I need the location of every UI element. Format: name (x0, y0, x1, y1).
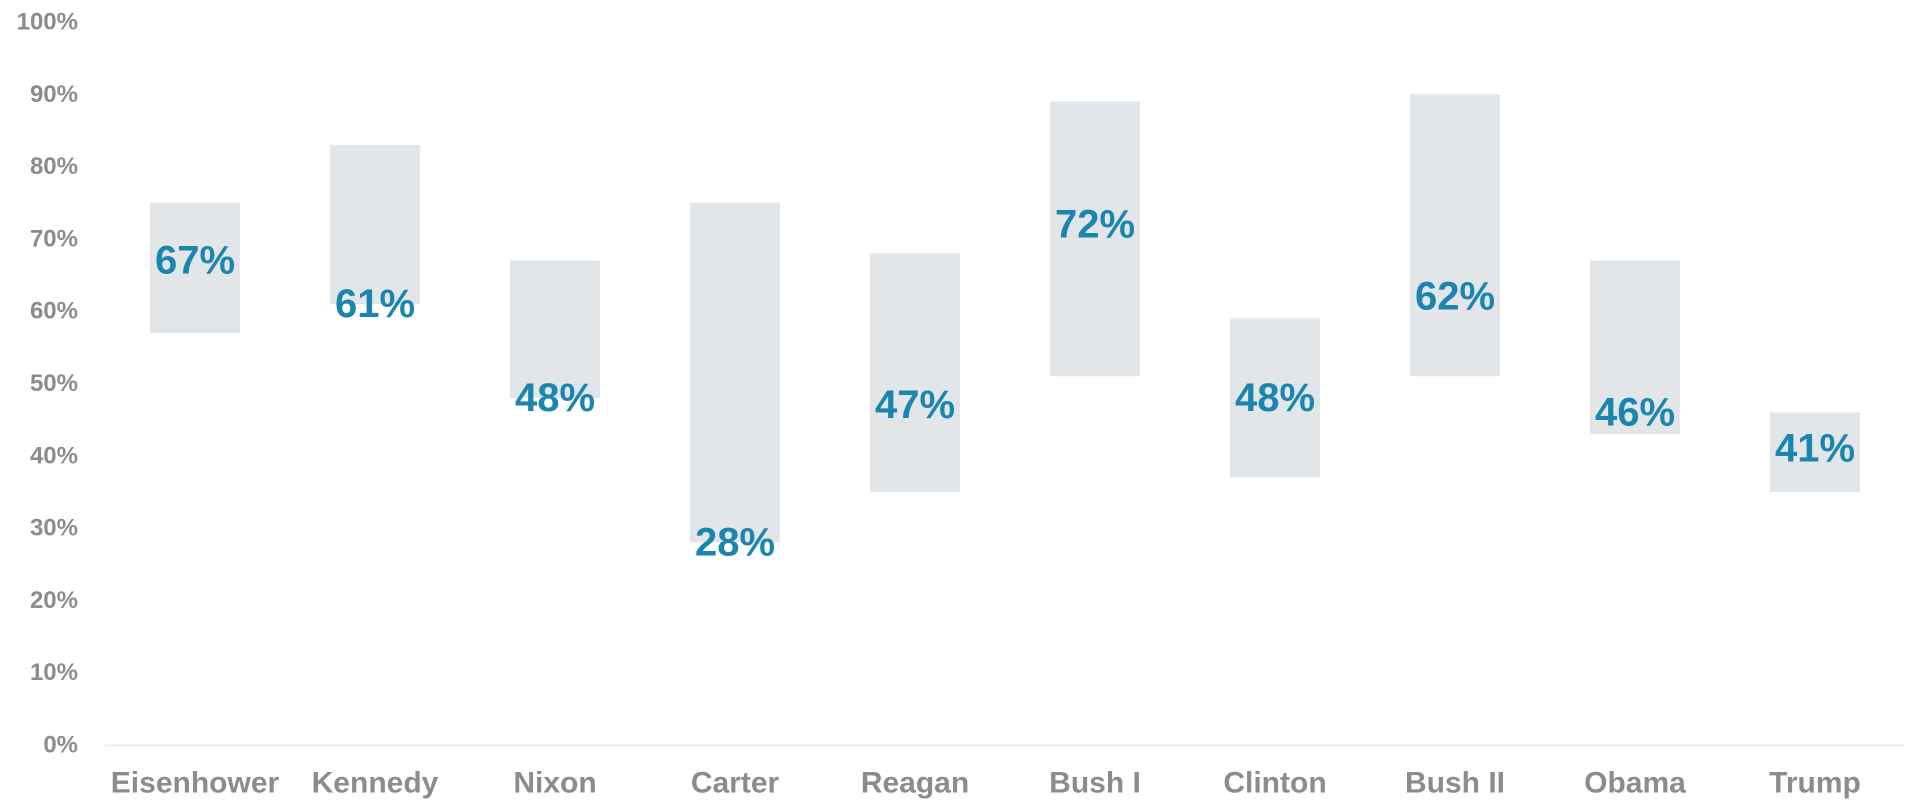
value-label: 61% (335, 282, 415, 326)
range-bar (150, 202, 240, 333)
x-category-label: Clinton (1223, 767, 1326, 800)
value-label: 62% (1415, 275, 1495, 319)
x-category-label: Obama (1584, 767, 1686, 800)
y-axis: 0% 10% 20% 30% 40% 50% 60% 70% 80% 90% 100% (17, 9, 78, 759)
value-label: 46% (1595, 390, 1675, 434)
range-bar (1050, 101, 1140, 377)
range-bar (1410, 94, 1500, 377)
x-category-label: Bush I (1049, 767, 1141, 800)
range-bar (1770, 412, 1860, 492)
x-category-label: Nixon (513, 767, 596, 800)
range-bar (690, 202, 780, 543)
y-tick-label: 30% (30, 515, 78, 542)
value-label: 48% (1235, 376, 1315, 420)
y-tick-label: 90% (30, 81, 78, 108)
y-tick-label: 100% (17, 9, 78, 36)
value-label: 67% (155, 239, 235, 283)
x-category-label: Trump (1769, 767, 1861, 800)
y-tick-label: 40% (30, 442, 78, 469)
value-label: 28% (695, 521, 775, 565)
value-labels: 67% 61% 48% 28% 47% 72% 48% 62% 46% 41% (155, 202, 1855, 564)
value-label: 47% (875, 383, 955, 427)
y-tick-label: 80% (30, 153, 78, 180)
range-bar (1230, 318, 1320, 478)
value-label: 48% (515, 376, 595, 420)
range-bar (1590, 260, 1680, 435)
x-category-label: Kennedy (312, 767, 439, 800)
range-bar (510, 260, 600, 398)
x-category-label: Carter (691, 767, 780, 800)
x-category-label: Bush II (1405, 767, 1505, 800)
y-tick-label: 50% (30, 370, 78, 397)
x-axis: Eisenhower Kennedy Nixon Carter Reagan Bush I… (111, 767, 1861, 800)
value-label: 72% (1055, 202, 1135, 246)
x-category-label: Eisenhower (111, 767, 280, 800)
y-tick-label: 60% (30, 298, 78, 325)
y-tick-label: 70% (30, 225, 78, 252)
y-tick-label: 0% (43, 732, 78, 759)
range-bar (870, 253, 960, 492)
x-category-label: Reagan (861, 767, 969, 800)
range-bars (150, 94, 1860, 543)
range-bar (330, 144, 420, 304)
y-tick-label: 10% (30, 659, 78, 686)
value-label: 41% (1775, 427, 1855, 471)
y-tick-label: 20% (30, 587, 78, 614)
